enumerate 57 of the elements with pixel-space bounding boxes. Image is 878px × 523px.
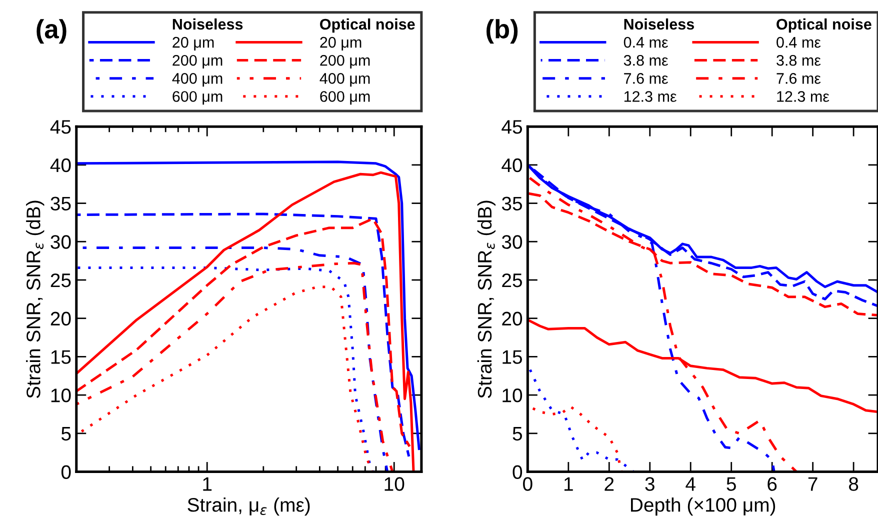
legend-label: 200 μm <box>320 54 370 69</box>
y-tick-label: 45 <box>502 120 522 134</box>
y-tick-label: 30 <box>50 235 71 249</box>
text: Optical noise <box>776 18 872 33</box>
legend-label: 3.8 mε <box>624 54 668 66</box>
legend-label: 7.6 mε <box>776 73 821 84</box>
x-tick-label: 4 <box>686 477 696 491</box>
x-axis-title: Depth (×100 μm) <box>631 498 776 516</box>
x-tick-label: 8 <box>848 477 858 491</box>
text: Noiseless <box>624 18 694 30</box>
y-axis-title: Strain SNR, SNR$_{ε}$ (dB) <box>477 200 496 398</box>
y-tick-label: 20 <box>50 312 71 326</box>
x-tick-label: 2 <box>604 477 614 491</box>
y-axis-title: Strain SNR, SNR$_{ε}$ (dB) <box>26 200 44 398</box>
y-tick-label: 20 <box>502 312 522 326</box>
x-tick-label: 0 <box>523 477 532 491</box>
x-tick-label: 5 <box>726 477 736 491</box>
x-tick-label: 3 <box>645 477 654 491</box>
y-tick-label: 10 <box>51 388 71 402</box>
legend-label: 600 μm <box>172 91 222 105</box>
legend-label: 12.3 mε <box>624 91 677 102</box>
text: Optical noise <box>320 18 415 33</box>
text: Noiseless <box>172 18 243 30</box>
chart-title: (a) <box>36 19 66 44</box>
y-tick-label: 30 <box>502 235 522 249</box>
legend-label: 3.8 mε <box>776 54 821 66</box>
x-tick-label: 1 <box>203 477 212 491</box>
y-tick-label: 35 <box>50 196 71 211</box>
legend-label: 400 μm <box>172 73 222 87</box>
y-tick-label: 10 <box>502 388 522 402</box>
y-tick-label: 40 <box>502 158 522 172</box>
x-tick-label: 7 <box>808 477 818 491</box>
x-tick-label: 10 <box>384 477 404 491</box>
y-tick-label: 45 <box>50 120 71 134</box>
legend-label: 200 μm <box>172 54 222 69</box>
legend-label: 400 μm <box>320 73 370 87</box>
y-tick-label: 0 <box>512 465 522 479</box>
y-tick-label: 5 <box>512 427 522 441</box>
y-tick-label: 25 <box>50 273 71 288</box>
y-tick-label: 40 <box>50 158 71 172</box>
chart-title: (b) <box>486 19 518 44</box>
y-tick-label: 15 <box>51 350 71 364</box>
legend-label: 12.3 mε <box>777 91 830 102</box>
legend-label: 0.4 mε <box>776 36 821 48</box>
x-tick-label: 6 <box>768 477 777 491</box>
x-axis-title: Strain, μ$_{ε}$ (mε) <box>188 498 310 516</box>
legend-label: 7.6 mε <box>624 73 668 84</box>
y-tick-label: 0 <box>61 465 71 479</box>
legend-label: 600 μm <box>320 91 370 105</box>
legend-label: 20 μm <box>172 36 214 50</box>
legend-label: 0.4 mε <box>624 36 668 48</box>
y-tick-label: 25 <box>502 273 522 288</box>
x-tick-label: 1 <box>564 477 573 491</box>
legend-label: 20 μm <box>320 36 362 50</box>
y-tick-label: 15 <box>502 350 522 364</box>
y-tick-label: 5 <box>61 427 71 441</box>
y-tick-label: 35 <box>502 196 522 211</box>
